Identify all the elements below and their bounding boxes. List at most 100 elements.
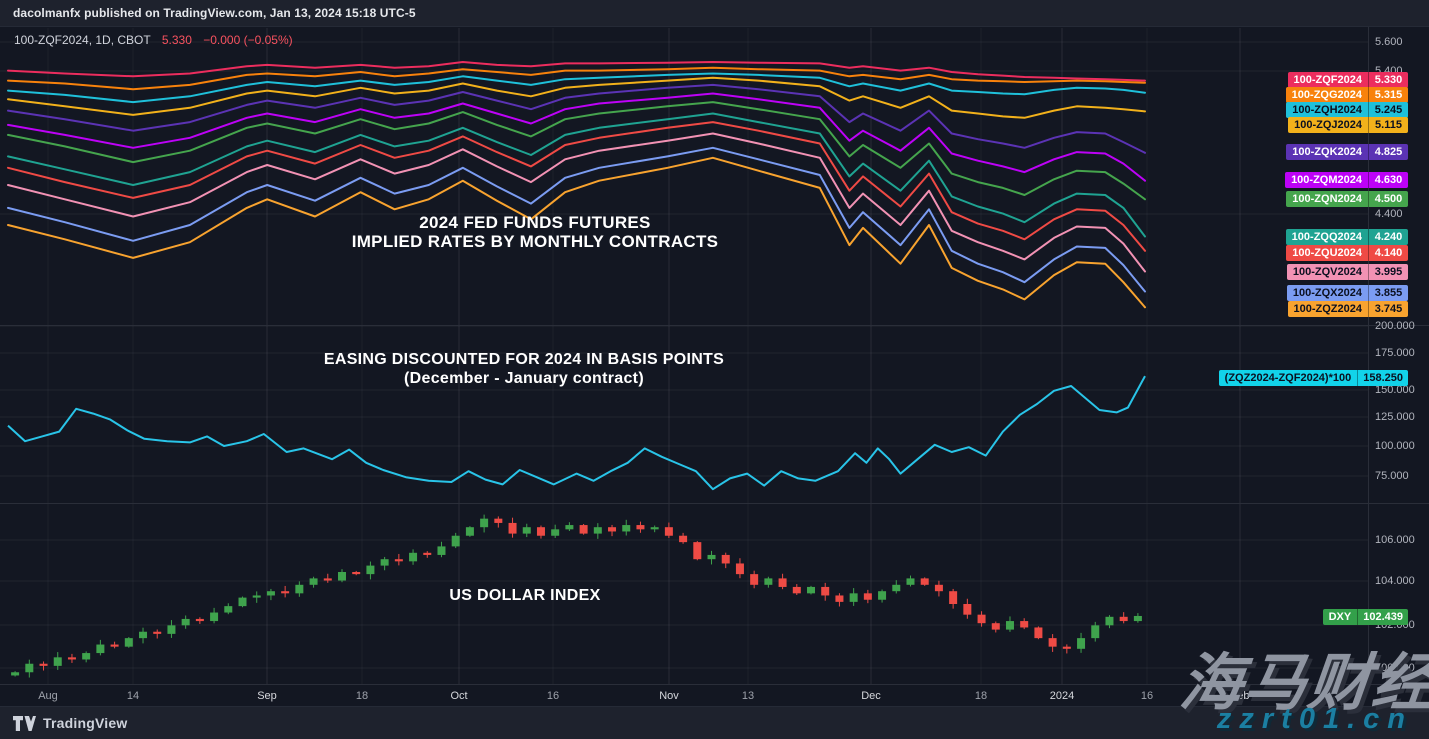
dxy-candle-body bbox=[721, 554, 730, 564]
footer-bar: TradingView bbox=[0, 706, 1429, 739]
dxy-candle-body bbox=[124, 638, 133, 647]
dxy-candle-body bbox=[1020, 621, 1029, 628]
dxy-candle-body bbox=[693, 542, 702, 560]
dxy-candle-body bbox=[792, 586, 801, 594]
dxy-candle-body bbox=[67, 657, 76, 660]
dxy-candle-body bbox=[210, 612, 219, 622]
dxy-candle-body bbox=[664, 527, 673, 536]
dxy-candle-body bbox=[593, 527, 602, 534]
dxy-candle-body bbox=[451, 535, 460, 547]
easing-spread-line bbox=[7, 375, 1146, 491]
time-axis-label: Sep bbox=[257, 690, 277, 702]
price-scale[interactable]: 5.600 5.400 4.400 200.000 175.000 150.000 125.… bbox=[1368, 27, 1429, 684]
dxy-candle-body bbox=[1119, 616, 1128, 622]
dxy-candle-body bbox=[337, 572, 346, 581]
dxy-candle-body bbox=[238, 597, 247, 607]
dxy-candle-body bbox=[892, 584, 901, 592]
dxy-candle-body bbox=[1133, 615, 1142, 622]
dxy-candle-body bbox=[707, 554, 716, 560]
dxy-candle-body bbox=[53, 657, 62, 666]
time-axis-label: 18 bbox=[974, 690, 988, 702]
time-axis-label: 14 bbox=[126, 690, 140, 702]
rate-line-100-zqz2024 bbox=[7, 156, 1146, 309]
dxy-candle-body bbox=[224, 606, 233, 613]
dxy-candle-body bbox=[679, 535, 688, 543]
rate-line-100-zqh2024 bbox=[7, 72, 1146, 104]
dxy-candle-body bbox=[281, 591, 290, 594]
published-line: dacolmanfx published on TradingView.com,… bbox=[13, 6, 416, 20]
published-header-bar: dacolmanfx published on TradingView.com,… bbox=[0, 0, 1429, 27]
legend-change: −0.000 (−0.05%) bbox=[203, 33, 293, 47]
dxy-candle-body bbox=[82, 653, 91, 660]
price-scale-tick: 75.000 bbox=[1375, 470, 1409, 482]
tradingview-logo-icon bbox=[13, 715, 36, 731]
rate-line-100-zqk2024 bbox=[7, 83, 1146, 154]
dxy-candle-body bbox=[39, 663, 48, 666]
rate-line-100-zqu2024 bbox=[7, 121, 1146, 252]
rate-line-100-zqx2024 bbox=[7, 146, 1146, 293]
dxy-candle-body bbox=[508, 522, 517, 534]
dxy-candle-body bbox=[494, 518, 503, 523]
dxy-candle-body bbox=[1091, 625, 1100, 639]
dxy-candle-body bbox=[849, 593, 858, 602]
time-axis-label: 16 bbox=[546, 690, 560, 702]
legend-price: 5.330 bbox=[161, 33, 192, 47]
dxy-candle-body bbox=[366, 565, 375, 575]
price-scale-tick: 200.000 bbox=[1375, 320, 1415, 332]
panel-separator-1[interactable] bbox=[0, 325, 1429, 326]
panel-separator-2[interactable] bbox=[0, 503, 1429, 504]
dxy-candle-body bbox=[949, 591, 958, 604]
dxy-candle-body bbox=[11, 672, 20, 676]
time-axis-label: Aug bbox=[38, 690, 58, 702]
dxy-candle-body bbox=[650, 527, 659, 530]
dxy-candle-body bbox=[579, 525, 588, 534]
price-scale-tick: 150.000 bbox=[1375, 384, 1415, 396]
dxy-candle-body bbox=[437, 546, 446, 555]
dxy-candle-body bbox=[423, 552, 432, 555]
dxy-candle-body bbox=[565, 525, 574, 530]
dxy-candle-body bbox=[835, 595, 844, 602]
dxy-candle-body bbox=[878, 591, 887, 600]
panel2-title-line2: (December - January contract) bbox=[404, 370, 644, 387]
dxy-candle-body bbox=[181, 618, 190, 626]
price-scale-tick: 100.000 bbox=[1375, 440, 1415, 452]
dxy-candle-body bbox=[522, 527, 531, 534]
dxy-candle-body bbox=[167, 625, 176, 634]
dxy-candle-body bbox=[295, 584, 304, 594]
dxy-candle-body bbox=[25, 663, 34, 673]
dxy-candle-body bbox=[266, 591, 275, 596]
panel2-title-line1: EASING DISCOUNTED FOR 2024 IN BASIS POIN… bbox=[323, 351, 725, 368]
time-axis-label: 13 bbox=[741, 690, 755, 702]
symbol-legend[interactable]: 100-ZQF2024, 1D, CBOT 5.330 −0.000 (−0.0… bbox=[14, 33, 293, 47]
time-axis-label: 18 bbox=[355, 690, 369, 702]
price-scale-tick: 175.000 bbox=[1375, 347, 1415, 359]
dxy-candle-body bbox=[821, 586, 830, 596]
dxy-candle-body bbox=[380, 559, 389, 566]
panel1-title-line1: 2024 FED FUNDS FUTURES bbox=[419, 213, 651, 232]
price-scale-tick: 106.000 bbox=[1375, 534, 1415, 546]
tradingview-brand[interactable]: TradingView bbox=[13, 715, 127, 731]
time-axis-label: Oct bbox=[450, 690, 468, 702]
dxy-candle-body bbox=[920, 578, 929, 585]
price-scale-tick: 5.600 bbox=[1375, 36, 1403, 48]
dxy-candle-body bbox=[352, 572, 361, 575]
dxy-candle-body bbox=[480, 518, 489, 528]
panel1-title-line2: IMPLIED RATES BY MONTHLY CONTRACTS bbox=[351, 232, 719, 251]
price-scale-tick: 4.400 bbox=[1375, 208, 1403, 220]
time-axis-label: Dec bbox=[861, 690, 881, 702]
price-scale-tick: 102.000 bbox=[1375, 619, 1415, 631]
dxy-candle-body bbox=[110, 644, 119, 647]
dxy-candle-body bbox=[963, 604, 972, 615]
time-axis[interactable]: Aug 14 Sep 18 Oct 16 Nov 13 Dec 18 2024 16 Feb bbox=[0, 684, 1429, 706]
dxy-candle-body bbox=[96, 644, 105, 654]
dxy-candle-body bbox=[863, 593, 872, 600]
dxy-candle-body bbox=[1034, 627, 1043, 639]
dxy-candle-body bbox=[153, 631, 162, 634]
legend-symbol[interactable]: 100-ZQF2024, 1D, CBOT bbox=[14, 33, 151, 47]
dxy-candle-body bbox=[394, 559, 403, 562]
dxy-candle-body bbox=[139, 631, 148, 639]
dxy-candle-body bbox=[1062, 646, 1071, 649]
dxy-candle-body bbox=[977, 614, 986, 624]
chart-plot-area[interactable] bbox=[0, 27, 1368, 684]
